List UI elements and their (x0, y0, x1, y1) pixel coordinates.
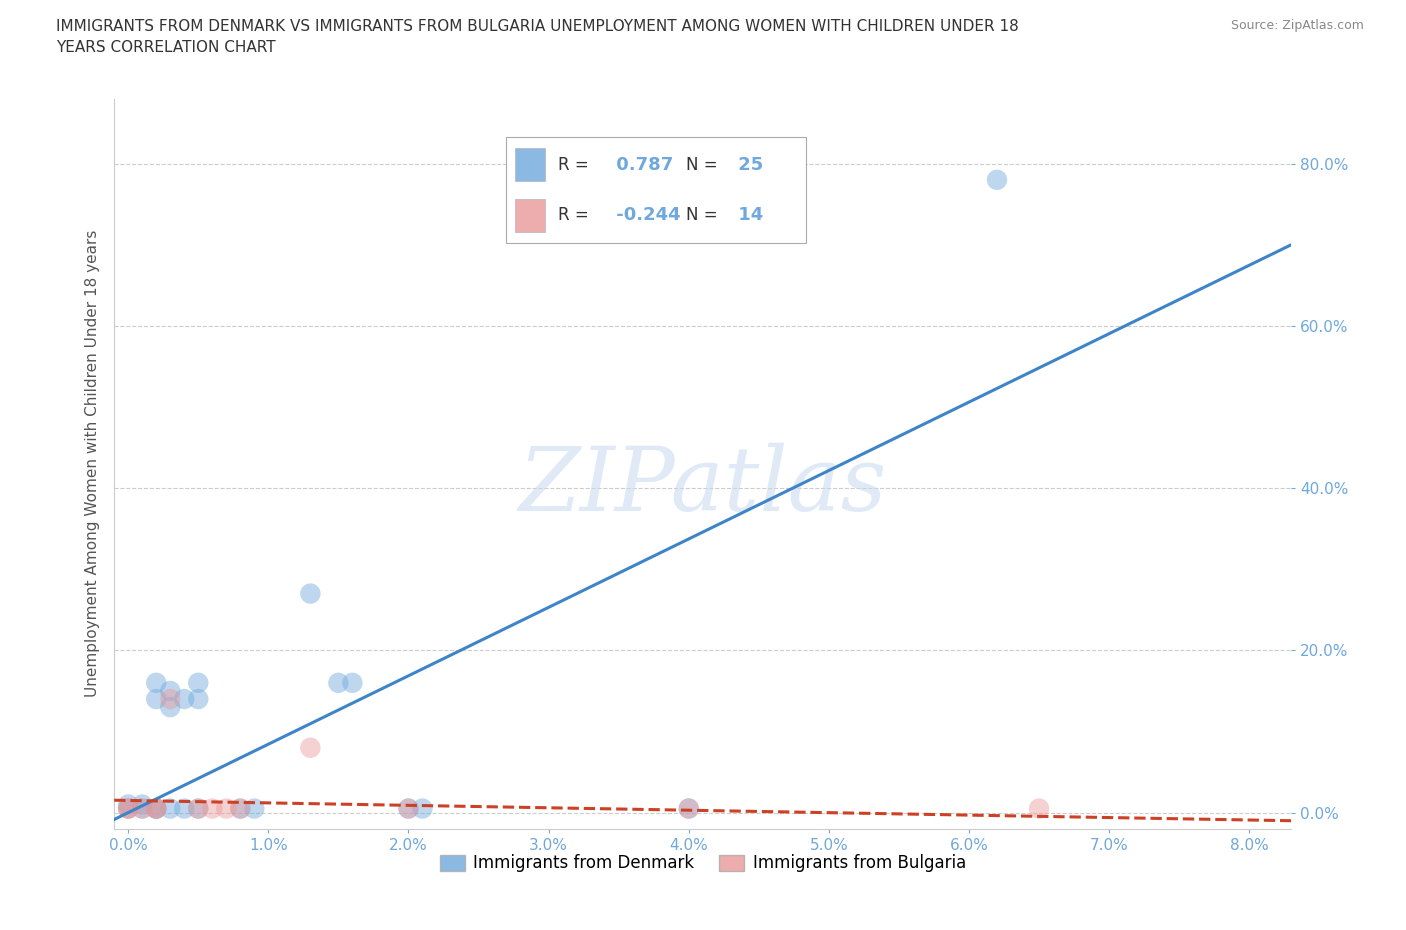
Point (187, 801, 209, 816)
Point (299, 740, 322, 755)
Point (328, 675, 350, 690)
Point (411, 801, 433, 816)
Point (187, 675, 209, 690)
Text: Source: ZipAtlas.com: Source: ZipAtlas.com (1230, 19, 1364, 32)
Legend: Immigrants from Denmark, Immigrants from Bulgaria: Immigrants from Denmark, Immigrants from… (433, 847, 973, 879)
Point (1028, 801, 1050, 816)
Point (173, 692, 195, 707)
Y-axis label: Unemployment Among Women with Children Under 18 years: Unemployment Among Women with Children U… (86, 230, 100, 698)
Point (117, 801, 139, 816)
Point (678, 801, 700, 816)
Point (131, 801, 153, 816)
Point (117, 801, 139, 816)
Point (159, 684, 181, 698)
Point (131, 797, 153, 812)
Point (145, 675, 167, 690)
Point (215, 801, 238, 816)
Point (299, 586, 322, 601)
Text: ZIPatlas: ZIPatlas (519, 443, 887, 529)
Text: IMMIGRANTS FROM DENMARK VS IMMIGRANTS FROM BULGARIA UNEMPLOYMENT AMONG WOMEN WIT: IMMIGRANTS FROM DENMARK VS IMMIGRANTS FR… (56, 19, 1019, 55)
Point (986, 172, 1008, 187)
Point (145, 801, 167, 816)
Point (229, 801, 252, 816)
Point (117, 801, 139, 816)
Point (201, 801, 224, 816)
Point (678, 801, 700, 816)
Point (243, 801, 266, 816)
Point (173, 801, 195, 816)
Point (145, 801, 167, 816)
Point (342, 675, 364, 690)
Point (145, 692, 167, 707)
Point (398, 801, 420, 816)
Point (159, 692, 181, 707)
Point (117, 797, 139, 812)
Point (131, 801, 153, 816)
Point (159, 699, 181, 714)
Point (159, 801, 181, 816)
Point (187, 692, 209, 707)
Point (145, 801, 167, 816)
Point (187, 801, 209, 816)
Point (398, 801, 420, 816)
Point (145, 801, 167, 816)
Point (229, 801, 252, 816)
